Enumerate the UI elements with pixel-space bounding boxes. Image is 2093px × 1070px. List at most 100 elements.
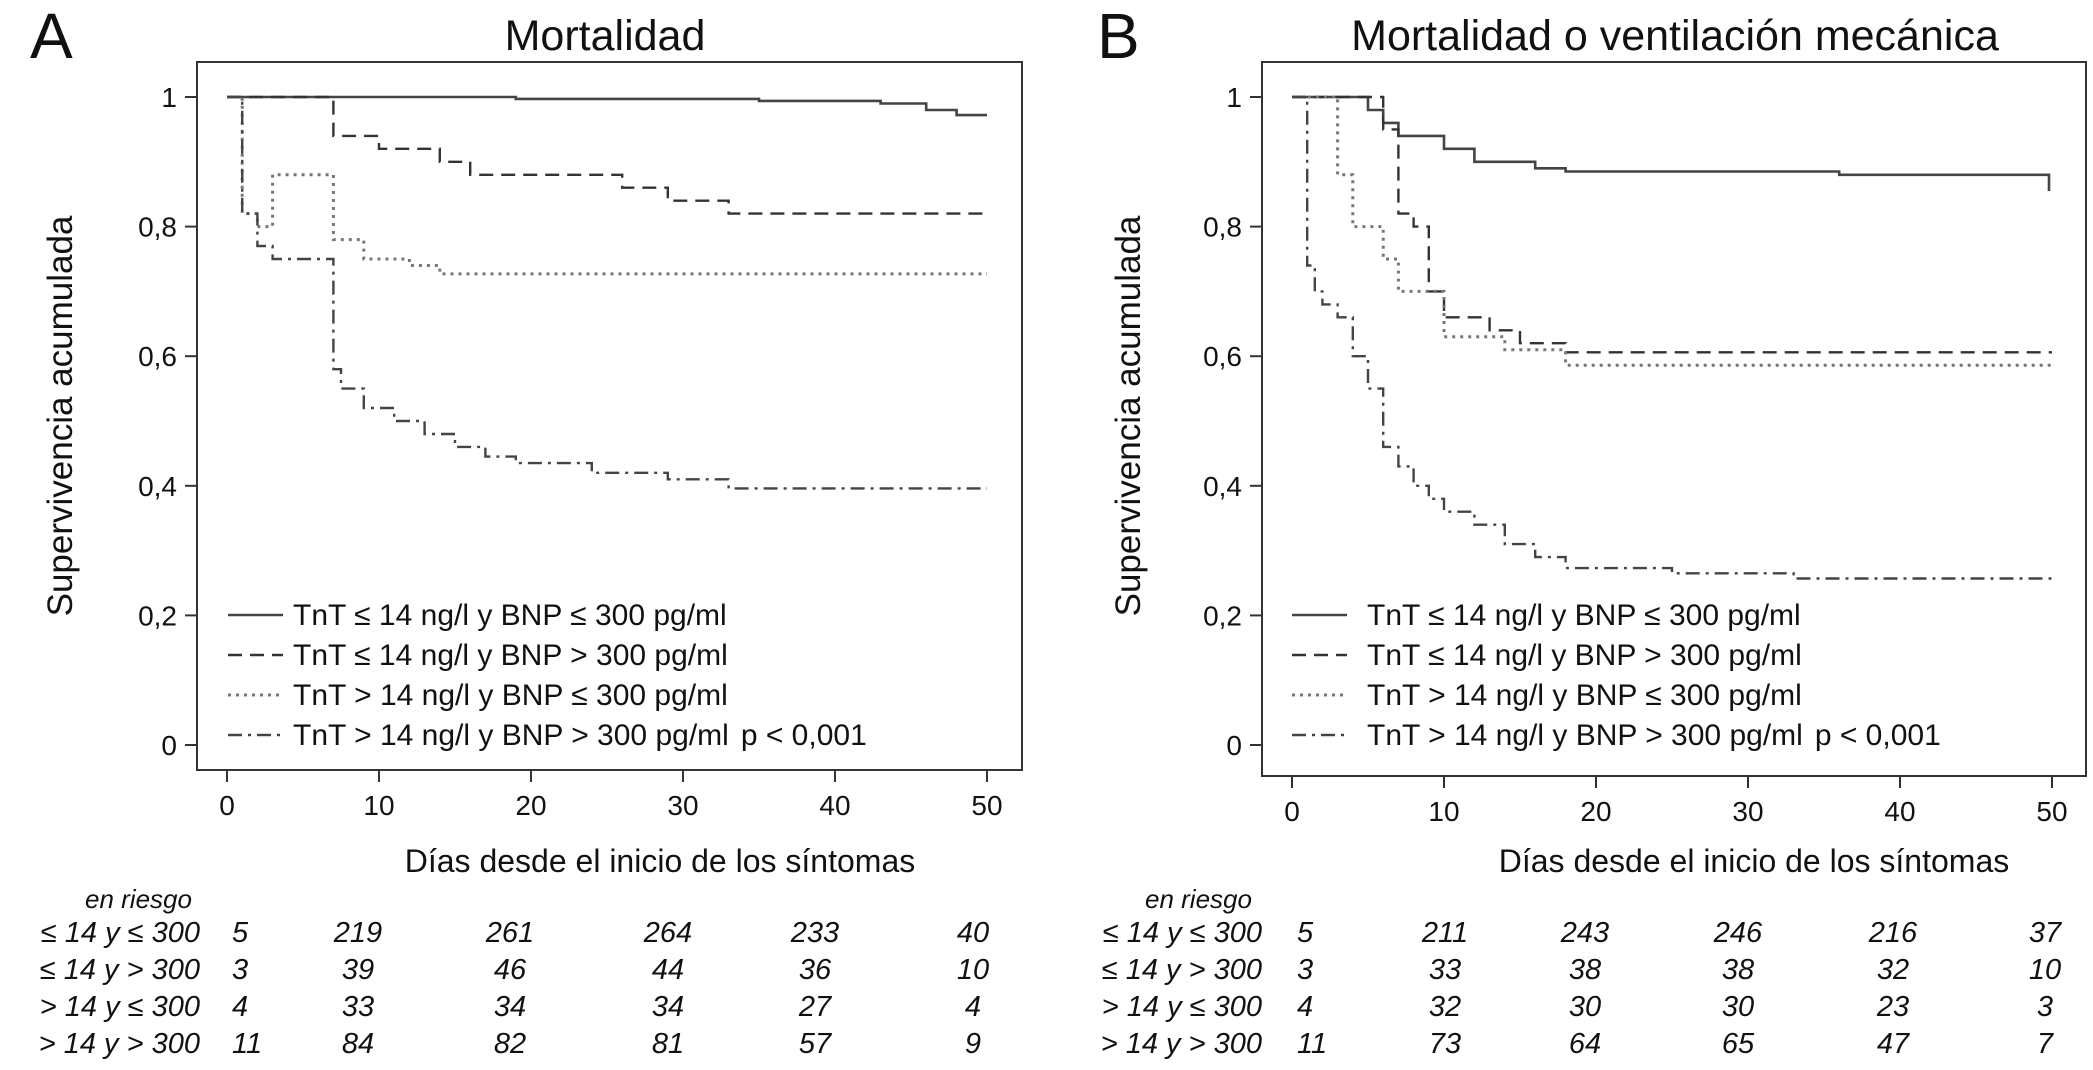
x-tick-label: 10 xyxy=(1428,796,1459,827)
risk-cell: 3 xyxy=(232,954,248,986)
y-tick-label: 0,8 xyxy=(1203,212,1242,243)
risk-cell: 36 xyxy=(799,954,832,986)
risk-cell: 47 xyxy=(1877,1028,1911,1060)
series-line-1 xyxy=(1292,95,2051,191)
risk-cell: 32 xyxy=(1429,991,1461,1023)
risk-cell: 3 xyxy=(1297,954,1313,986)
x-tick-label: 30 xyxy=(667,790,698,821)
risk-cell: 44 xyxy=(652,954,684,986)
y-tick-label: 0,8 xyxy=(138,212,177,243)
risk-cell: 39 xyxy=(342,954,374,986)
x-tick-label: 0 xyxy=(1284,796,1300,827)
risk-row-label: ≤ 14 y ≤ 300 xyxy=(41,917,200,949)
risk-cell: 233 xyxy=(790,917,839,949)
risk-cell: 246 xyxy=(1713,917,1763,949)
y-tick-label: 0,4 xyxy=(138,471,177,502)
risk-cell: 4 xyxy=(232,991,248,1023)
risk-cell: 9 xyxy=(965,1028,981,1060)
y-tick-label: 1 xyxy=(1226,82,1242,113)
series-line-2 xyxy=(227,95,987,215)
risk-cell: 37 xyxy=(2029,917,2063,949)
risk-cell: 7 xyxy=(2037,1028,2055,1060)
risk-cell: 84 xyxy=(342,1028,374,1060)
risk-row-label: ≤ 14 y > 300 xyxy=(40,954,200,986)
risk-cell: 33 xyxy=(342,991,374,1023)
y-tick-label: 0,6 xyxy=(138,341,177,372)
risk-cell: 5 xyxy=(1297,917,1314,949)
plot-frame xyxy=(196,61,1023,771)
legend-label-3: TnT > 14 ng/l y BNP ≤ 300 pg/ml xyxy=(293,679,728,712)
x-tick-label: 0 xyxy=(219,790,235,821)
risk-cell: 34 xyxy=(652,991,684,1023)
series-line-3 xyxy=(227,95,987,276)
risk-cell: 261 xyxy=(485,917,534,949)
risk-cell: 82 xyxy=(494,1028,526,1060)
risk-cell: 10 xyxy=(2029,954,2061,986)
risk-cell: 32 xyxy=(1877,954,1909,986)
chart-title: Mortalidad xyxy=(505,12,706,60)
legend-label-3: TnT > 14 ng/l y BNP ≤ 300 pg/ml xyxy=(1367,679,1802,712)
y-tick-label: 0,2 xyxy=(1203,600,1242,631)
risk-row-label: ≤ 14 y > 300 xyxy=(1102,954,1262,986)
risk-cell: 33 xyxy=(1429,954,1461,986)
risk-row-label: ≤ 14 y ≤ 300 xyxy=(1103,917,1262,949)
y-tick-label: 0,2 xyxy=(138,600,177,631)
x-tick-label: 10 xyxy=(363,790,394,821)
plot-frame xyxy=(1261,61,2087,777)
series-line-3 xyxy=(1292,95,2052,367)
legend-label-1: TnT ≤ 14 ng/l y BNP ≤ 300 pg/ml xyxy=(1367,599,1801,632)
risk-cell: 11 xyxy=(1297,1028,1327,1060)
risk-cell: 4 xyxy=(1297,991,1313,1023)
x-tick-label: 20 xyxy=(515,790,546,821)
risk-cell: 64 xyxy=(1569,1028,1601,1060)
risk-row-label: > 14 y ≤ 300 xyxy=(40,991,200,1023)
panel-letter: B xyxy=(1097,0,1140,72)
risk-cell: 34 xyxy=(494,991,526,1023)
risk-cell: 38 xyxy=(1722,954,1754,986)
risk-cell: 11 xyxy=(232,1028,262,1060)
risk-cell: 243 xyxy=(1560,917,1609,949)
y-tick-label: 0 xyxy=(161,730,177,761)
x-tick-label: 20 xyxy=(1580,796,1611,827)
x-axis-label: Días desde el inicio de los síntomas xyxy=(1499,843,2009,879)
legend-label-1: TnT ≤ 14 ng/l y BNP ≤ 300 pg/ml xyxy=(293,599,727,632)
x-tick-label: 40 xyxy=(819,790,850,821)
risk-table-header: en riesgo xyxy=(85,884,192,914)
risk-cell: 5 xyxy=(232,917,249,949)
risk-cell: 23 xyxy=(1876,991,1909,1023)
y-tick-label: 0 xyxy=(1226,730,1242,761)
risk-cell: 219 xyxy=(333,917,382,949)
risk-cell: 4 xyxy=(965,991,981,1023)
y-tick-label: 1 xyxy=(161,82,177,113)
risk-row-label: > 14 y > 300 xyxy=(1101,1028,1262,1060)
panel-letter: A xyxy=(30,0,73,72)
y-axis-label: Supervivencia acumulada xyxy=(1109,215,1148,616)
x-axis-label: Días desde el inicio de los síntomas xyxy=(405,843,915,879)
risk-row-label: > 14 y ≤ 300 xyxy=(1102,991,1262,1023)
risk-cell: 211 xyxy=(1421,917,1468,949)
legend-label-4: TnT > 14 ng/l y BNP > 300 pg/ml p < 0,001 xyxy=(293,719,867,752)
risk-cell: 10 xyxy=(957,954,989,986)
risk-cell: 27 xyxy=(798,991,833,1023)
risk-table-header: en riesgo xyxy=(1145,884,1252,914)
chart-title: Mortalidad o ventilación mecánica xyxy=(1351,12,1999,60)
risk-cell: 38 xyxy=(1569,954,1601,986)
p-value: p < 0,001 xyxy=(741,719,867,752)
risk-row-label: > 14 y > 300 xyxy=(39,1028,200,1060)
risk-cell: 264 xyxy=(643,917,692,949)
p-value: p < 0,001 xyxy=(1815,719,1941,752)
y-tick-label: 0,6 xyxy=(1203,341,1242,372)
series-line-4 xyxy=(227,95,987,490)
y-axis-label: Supervivencia acumulada xyxy=(41,215,80,616)
legend-label-2: TnT ≤ 14 ng/l y BNP > 300 pg/ml xyxy=(1367,639,1802,672)
risk-cell: 46 xyxy=(494,954,527,986)
risk-cell: 40 xyxy=(957,917,989,949)
risk-cell: 30 xyxy=(1722,991,1754,1023)
x-tick-label: 50 xyxy=(2036,796,2067,827)
legend-label-4: TnT > 14 ng/l y BNP > 300 pg/ml p < 0,001 xyxy=(1367,719,1941,752)
series-line-4 xyxy=(1292,95,2052,580)
risk-cell: 3 xyxy=(2037,991,2053,1023)
series-line-1 xyxy=(227,95,987,117)
